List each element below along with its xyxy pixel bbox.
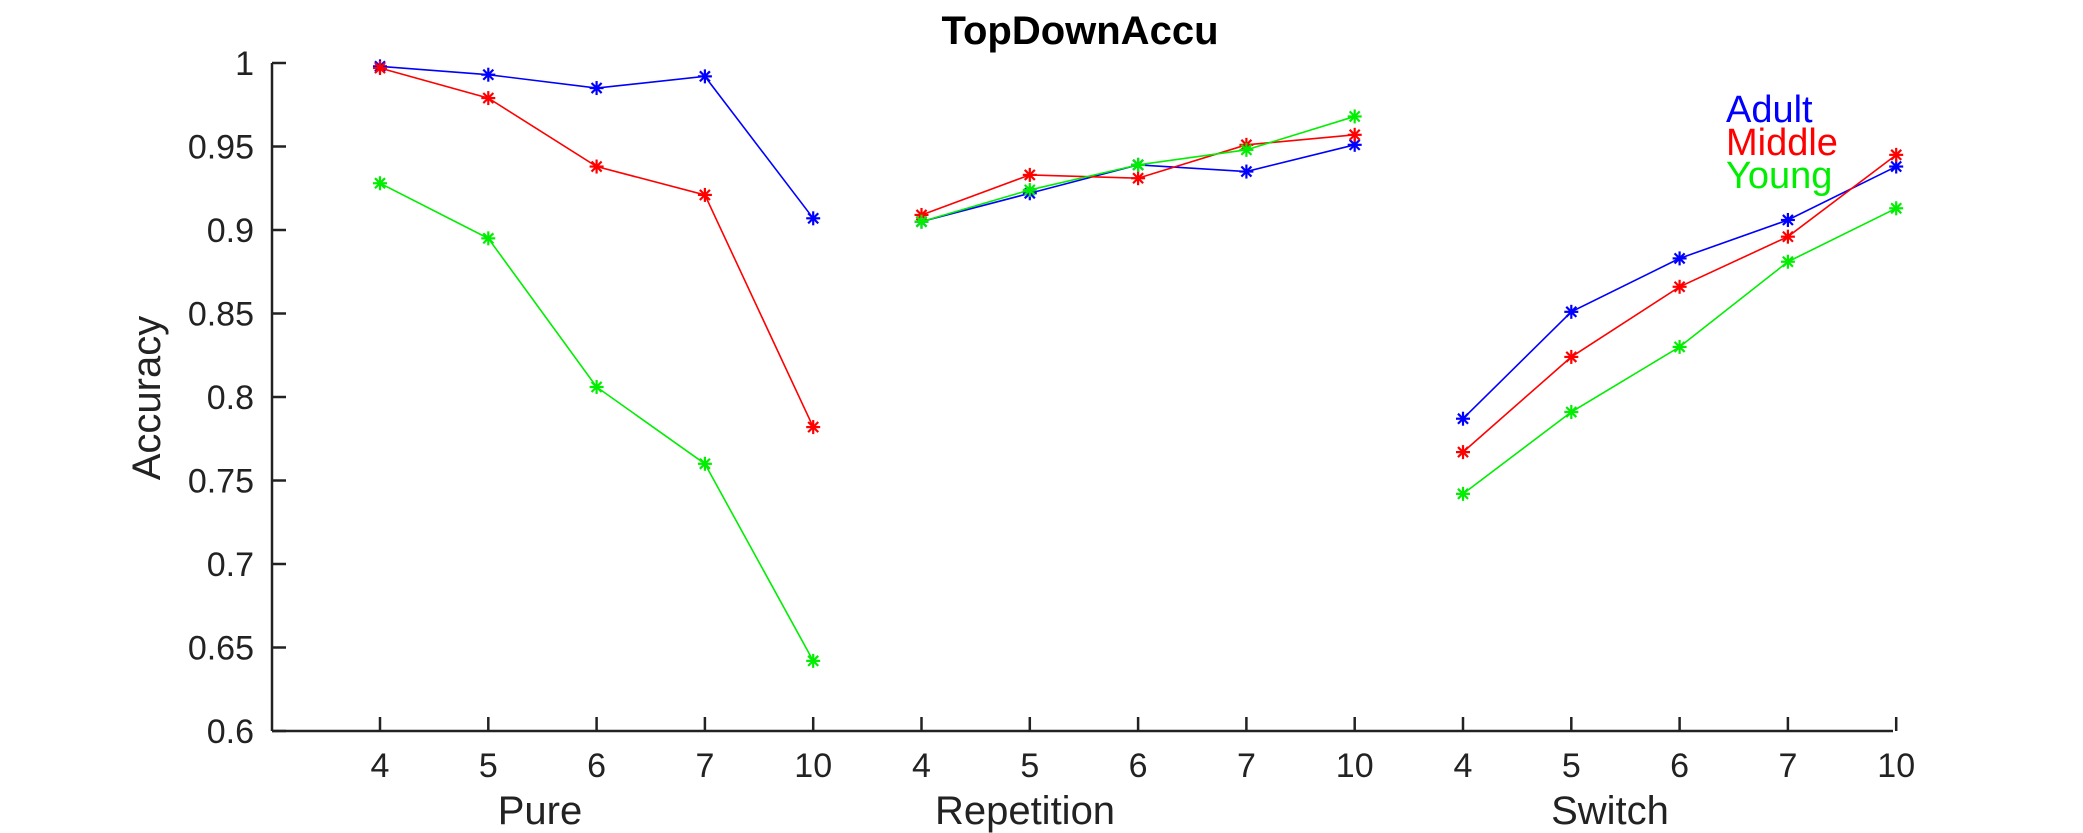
x-tick-label: 10 [794,747,832,785]
data-point [1564,304,1579,319]
data-point [1131,171,1146,186]
data-point [589,379,604,394]
data-point [373,176,387,191]
x-tick-label: 5 [479,747,498,785]
legend-entry-young: Young [1726,155,1832,197]
x-tick-label: 10 [1336,747,1374,785]
y-axis-label: Accuracy [125,316,169,481]
chart-title: TopDownAccu [941,9,1218,53]
data-point [1239,142,1254,157]
y-tick-label: 0.85 [188,296,254,334]
data-point [1347,127,1362,142]
x-tick-label: 4 [371,747,390,785]
data-point [1564,349,1579,364]
data-point [481,91,496,106]
x-tick-label: 7 [695,747,714,785]
y-tick-label: 0.6 [207,713,254,751]
x-tick-label: 6 [587,747,606,785]
data-point [1780,229,1795,244]
data-point [697,69,712,84]
data-point [1347,109,1362,124]
data-point [1889,201,1904,216]
legend-entry-adult: Adult [1726,89,1813,131]
y-ticks: 0.6 0.65 0.7 0.75 0.8 0.85 0.9 0.95 1 [188,45,286,751]
data-point [806,420,821,435]
axes [270,63,1893,733]
group-labels: Pure Repetition Switch [498,789,1669,833]
x-ticks: 4 5 6 7 10 4 5 6 7 10 4 5 6 7 10 [371,717,1915,785]
data-point [1456,445,1470,460]
data-point [914,214,929,229]
data-point [481,67,496,82]
y-tick-label: 0.7 [207,546,254,584]
data-point [1672,279,1687,294]
y-tick-label: 0.65 [188,630,254,668]
legend-entry-middle: Middle [1726,122,1838,164]
series-line [379,182,814,662]
data-point [697,187,712,202]
data-point [1564,405,1579,420]
data-point [481,231,496,246]
data-point [1672,339,1687,354]
data-point [1239,164,1254,179]
x-tick-label: 5 [1562,747,1581,785]
data-point [806,211,821,226]
x-tick-label: 7 [1778,747,1797,785]
data-point [1889,159,1904,174]
group-label-repetition: Repetition [935,789,1115,833]
group-label-switch: Switch [1551,789,1669,833]
y-tick-label: 0.9 [207,212,254,250]
data-point [1780,212,1795,227]
data-point [1889,147,1904,162]
data-point [1780,254,1795,269]
data-point [589,81,604,96]
data-point [806,653,821,668]
x-tick-label: 7 [1237,747,1256,785]
y-tick-label: 1 [235,45,254,83]
data-point [1022,182,1037,197]
data-point [373,61,387,76]
x-tick-label: 6 [1129,747,1148,785]
series-young [373,109,1904,668]
series-line [379,67,814,428]
data-point [697,456,712,471]
data-point [1456,411,1470,426]
x-tick-label: 10 [1877,747,1915,785]
series-middle [373,61,1904,460]
x-tick-label: 5 [1020,747,1039,785]
data-point [589,159,604,174]
y-tick-label: 0.8 [207,379,254,417]
series-layer [373,59,1904,668]
y-tick-label: 0.75 [188,463,254,501]
series-adult [373,59,1904,426]
x-tick-label: 6 [1670,747,1689,785]
x-tick-label: 4 [912,747,931,785]
data-point [1131,157,1146,172]
data-point [1456,486,1470,501]
group-label-pure: Pure [498,789,583,833]
y-tick-label: 0.95 [188,129,254,167]
data-point [1022,167,1037,182]
data-point [1672,251,1687,266]
x-tick-label: 4 [1454,747,1473,785]
